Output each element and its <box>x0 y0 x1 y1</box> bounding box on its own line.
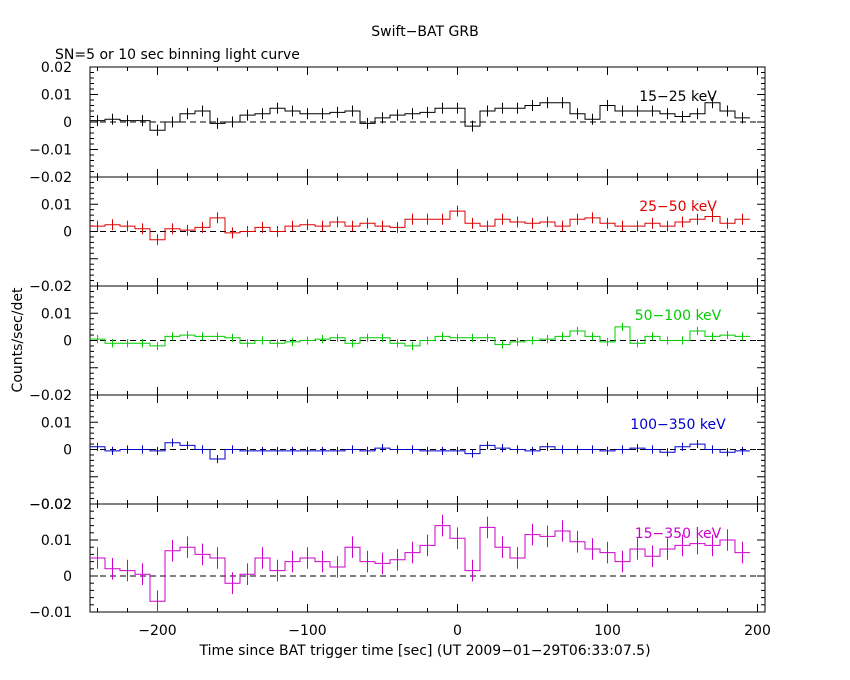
y-tick-label: −0.01 <box>29 143 72 159</box>
x-tick-label: −100 <box>288 623 326 639</box>
x-tick-label: −200 <box>138 623 176 639</box>
y-tick-label: 0.01 <box>41 533 72 549</box>
x-tick-label: 100 <box>594 623 621 639</box>
y-tick-label: 0 <box>63 443 72 459</box>
y-tick-label: −0.01 <box>29 605 72 621</box>
panel-5: 0 0.01 −0.01 −0.02 15−350 keV −200 −100 0 100 200 <box>29 497 771 639</box>
band-label: 15−350 keV <box>635 526 722 542</box>
panel-2: 0 0.01 −0.02 25−50 keV <box>29 176 766 295</box>
panel-4: 0 0.01 −0.02 100−350 keV <box>29 394 766 513</box>
y-tick-label: 0.01 <box>41 88 72 104</box>
y-tick-label: 0.02 <box>41 60 72 76</box>
y-tick-label: 0.01 <box>41 197 72 213</box>
y-tick-label: −0.02 <box>29 388 72 404</box>
y-tick-label: 0.01 <box>41 415 72 431</box>
series-step-line <box>90 210 750 241</box>
band-label: 15−25 keV <box>639 89 717 105</box>
y-axis-label: Counts/sec/det <box>10 287 26 392</box>
panel-1: −0.01 0 0.01 0.02 −0.02 15−25 keV <box>29 60 766 186</box>
band-label: 25−50 keV <box>639 199 717 215</box>
chart-title: Swift−BAT GRB <box>371 24 478 40</box>
y-tick-label: 0 <box>63 334 72 350</box>
y-tick-label: −0.02 <box>29 170 72 186</box>
y-tick-label: 0.01 <box>41 306 72 322</box>
x-tick-label: 200 <box>744 623 771 639</box>
y-tick-label: −0.02 <box>29 279 72 295</box>
band-label: 100−350 keV <box>630 417 726 433</box>
y-tick-label: −0.02 <box>29 497 72 513</box>
x-tick-label: 0 <box>453 623 462 639</box>
y-tick-label: 0 <box>63 569 72 585</box>
y-tick-label: 0 <box>63 225 72 241</box>
y-tick-label: 0 <box>63 115 72 131</box>
y-tick-label: −0.02 <box>29 497 72 513</box>
series-step-line <box>90 442 750 460</box>
band-label: 50−100 keV <box>635 308 722 324</box>
x-axis-label: Time since BAT trigger time [sec] (UT 20… <box>198 643 650 659</box>
series-step-line <box>90 102 750 131</box>
panel-frame <box>89 503 766 613</box>
chart-subtitle: SN=5 or 10 sec binning light curve <box>55 47 300 63</box>
panels-group: −0.01 0 0.01 0.02 −0.02 15−25 keV 0 0.01 −0.02 25… <box>29 60 771 639</box>
panel-3: 0 0.01 −0.02 50−100 keV <box>29 285 766 404</box>
series-step-line <box>90 326 750 347</box>
